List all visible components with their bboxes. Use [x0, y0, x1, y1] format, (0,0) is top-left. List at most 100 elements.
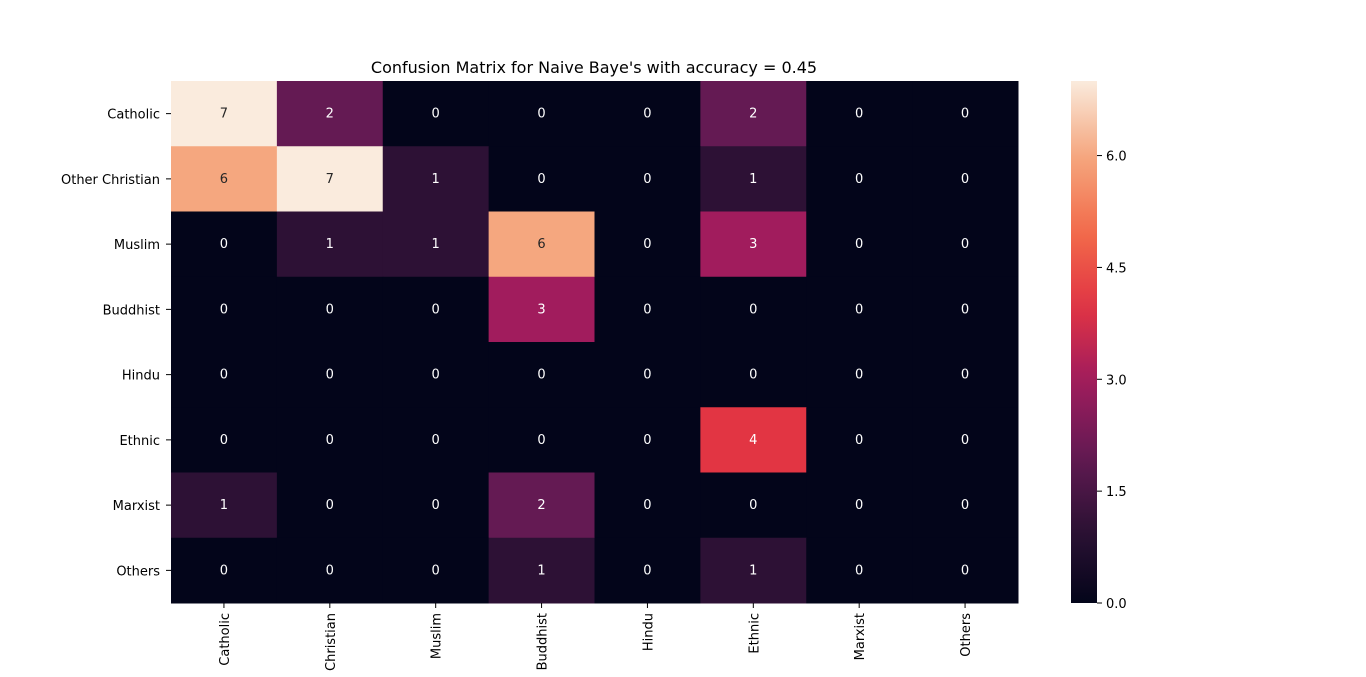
heatmap-cell: [171, 211, 278, 278]
heatmap-cell: [594, 146, 701, 212]
heatmap-cell: [488, 211, 595, 278]
heatmap-cell: [382, 211, 490, 278]
cell-value-label: 0: [961, 107, 969, 122]
heatmap-cell: [594, 472, 701, 539]
cell-value-label: 0: [537, 107, 545, 122]
cell-value-label: 0: [643, 172, 651, 187]
colorbar-tick-label: 6.0: [1106, 150, 1127, 165]
cell-value-label: 0: [961, 172, 969, 187]
cell-value-label: 2: [537, 498, 545, 513]
heatmap-cell: [382, 342, 490, 408]
cell-value-label: 1: [326, 237, 334, 252]
heatmap-cell: [912, 407, 1019, 473]
heatmap-cell: [171, 407, 278, 473]
heatmap-cell: [171, 276, 278, 343]
heatmap-cell: [806, 472, 913, 539]
row-tick-label: Buddhist: [103, 303, 160, 318]
heatmap-cell: [912, 537, 1019, 604]
cell-value-label: 0: [961, 302, 969, 317]
cell-value-label: 0: [643, 563, 651, 578]
heatmap-cell: [276, 407, 384, 473]
cell-value-label: 0: [961, 368, 969, 383]
heatmap-cell: [171, 472, 278, 539]
column-tick-label: Christian: [324, 613, 339, 671]
heatmap-cell: [276, 81, 384, 147]
heatmap-cell: [700, 81, 807, 147]
heatmap-cell: [382, 146, 490, 212]
heatmap-cell: [594, 537, 701, 604]
heatmap-cell: [806, 276, 913, 343]
cell-value-label: 0: [326, 433, 334, 448]
heatmap-cell: [382, 472, 490, 539]
cell-value-label: 0: [220, 433, 228, 448]
heatmap-cell: [382, 407, 490, 473]
heatmap-cell: [488, 146, 595, 212]
heatmap-cell: [594, 211, 701, 278]
colorbar-tick-label: 4.5: [1106, 261, 1127, 276]
cell-value-label: 2: [326, 107, 334, 122]
row-tick-label: Ethnic: [119, 434, 160, 449]
cell-value-label: 0: [220, 237, 228, 252]
heatmap-cell: [276, 342, 384, 408]
cell-value-label: 2: [749, 107, 757, 122]
heatmap-cells: 7 2 0 0 0 2 0 0 6 7 1 0 0 1 0 0 0 1 1 6 0 3 0 0 0 0 0 3 0 0 0 0 0 0 0 0 0 0 0 0…: [171, 81, 1019, 604]
cell-value-label: 0: [749, 498, 757, 513]
cell-value-label: 0: [432, 433, 440, 448]
cell-value-label: 0: [749, 302, 757, 317]
cell-value-label: 1: [220, 498, 228, 513]
cell-value-label: 0: [432, 302, 440, 317]
column-tick-label: Ethnic: [747, 613, 762, 654]
cell-value-label: 0: [855, 302, 863, 317]
cell-value-label: 0: [855, 172, 863, 187]
heatmap-cell: [806, 342, 913, 408]
heatmap-cell: [276, 472, 384, 539]
cell-value-label: 0: [220, 368, 228, 383]
column-tick-label: Others: [959, 613, 974, 657]
cell-value-label: 0: [220, 302, 228, 317]
cell-value-label: 0: [961, 563, 969, 578]
colorbar-tick-label: 1.5: [1106, 485, 1127, 500]
cell-value-label: 0: [537, 368, 545, 383]
cell-value-label: 1: [432, 237, 440, 252]
heatmap-cell: [171, 146, 278, 212]
cell-value-label: 4: [749, 433, 757, 448]
heatmap-cell: [912, 81, 1019, 147]
cell-value-label: 6: [220, 172, 228, 187]
row-tick-labels: Catholic Other Christian Muslim Buddhist Hin…: [61, 108, 171, 579]
cell-value-label: 0: [855, 563, 863, 578]
heatmap-cell: [276, 537, 384, 604]
row-tick-label: Catholic: [107, 108, 160, 123]
column-tick-labels: Catholic Christian Muslim Buddhist Hindu Ethn…: [218, 603, 974, 671]
heatmap-cell: [488, 342, 595, 408]
cell-value-label: 0: [326, 302, 334, 317]
heatmap-cell: [276, 146, 384, 212]
cell-value-label: 0: [643, 107, 651, 122]
heatmap-cell: [912, 472, 1019, 539]
heatmap-cell: [700, 342, 807, 408]
heatmap-cell: [594, 81, 701, 147]
cell-value-label: 0: [643, 302, 651, 317]
cell-value-label: 0: [855, 107, 863, 122]
heatmap-cell: [382, 276, 490, 343]
heatmap-cell: [806, 407, 913, 473]
cell-value-label: 0: [855, 368, 863, 383]
heatmap-cell: [382, 537, 490, 604]
heatmap-cell: [806, 211, 913, 278]
cell-value-label: 3: [537, 302, 545, 317]
cell-value-label: 1: [432, 172, 440, 187]
heatmap-cell: [912, 276, 1019, 343]
cell-value-label: 1: [537, 563, 545, 578]
heatmap-cell: [171, 342, 278, 408]
heatmap-cell: [594, 342, 701, 408]
column-tick-label: Hindu: [641, 613, 656, 651]
heatmap-cell: [700, 537, 807, 604]
colorbar-tick-label: 0.0: [1106, 597, 1127, 612]
chart-title: Confusion Matrix for Naive Baye's with a…: [371, 58, 817, 77]
heatmap-cell: [806, 81, 913, 147]
row-tick-label: Others: [116, 564, 160, 579]
heatmap-cell: [171, 81, 278, 147]
heatmap-cell: [488, 276, 595, 343]
column-tick-label: Marxist: [853, 613, 868, 660]
cell-value-label: 1: [749, 172, 757, 187]
